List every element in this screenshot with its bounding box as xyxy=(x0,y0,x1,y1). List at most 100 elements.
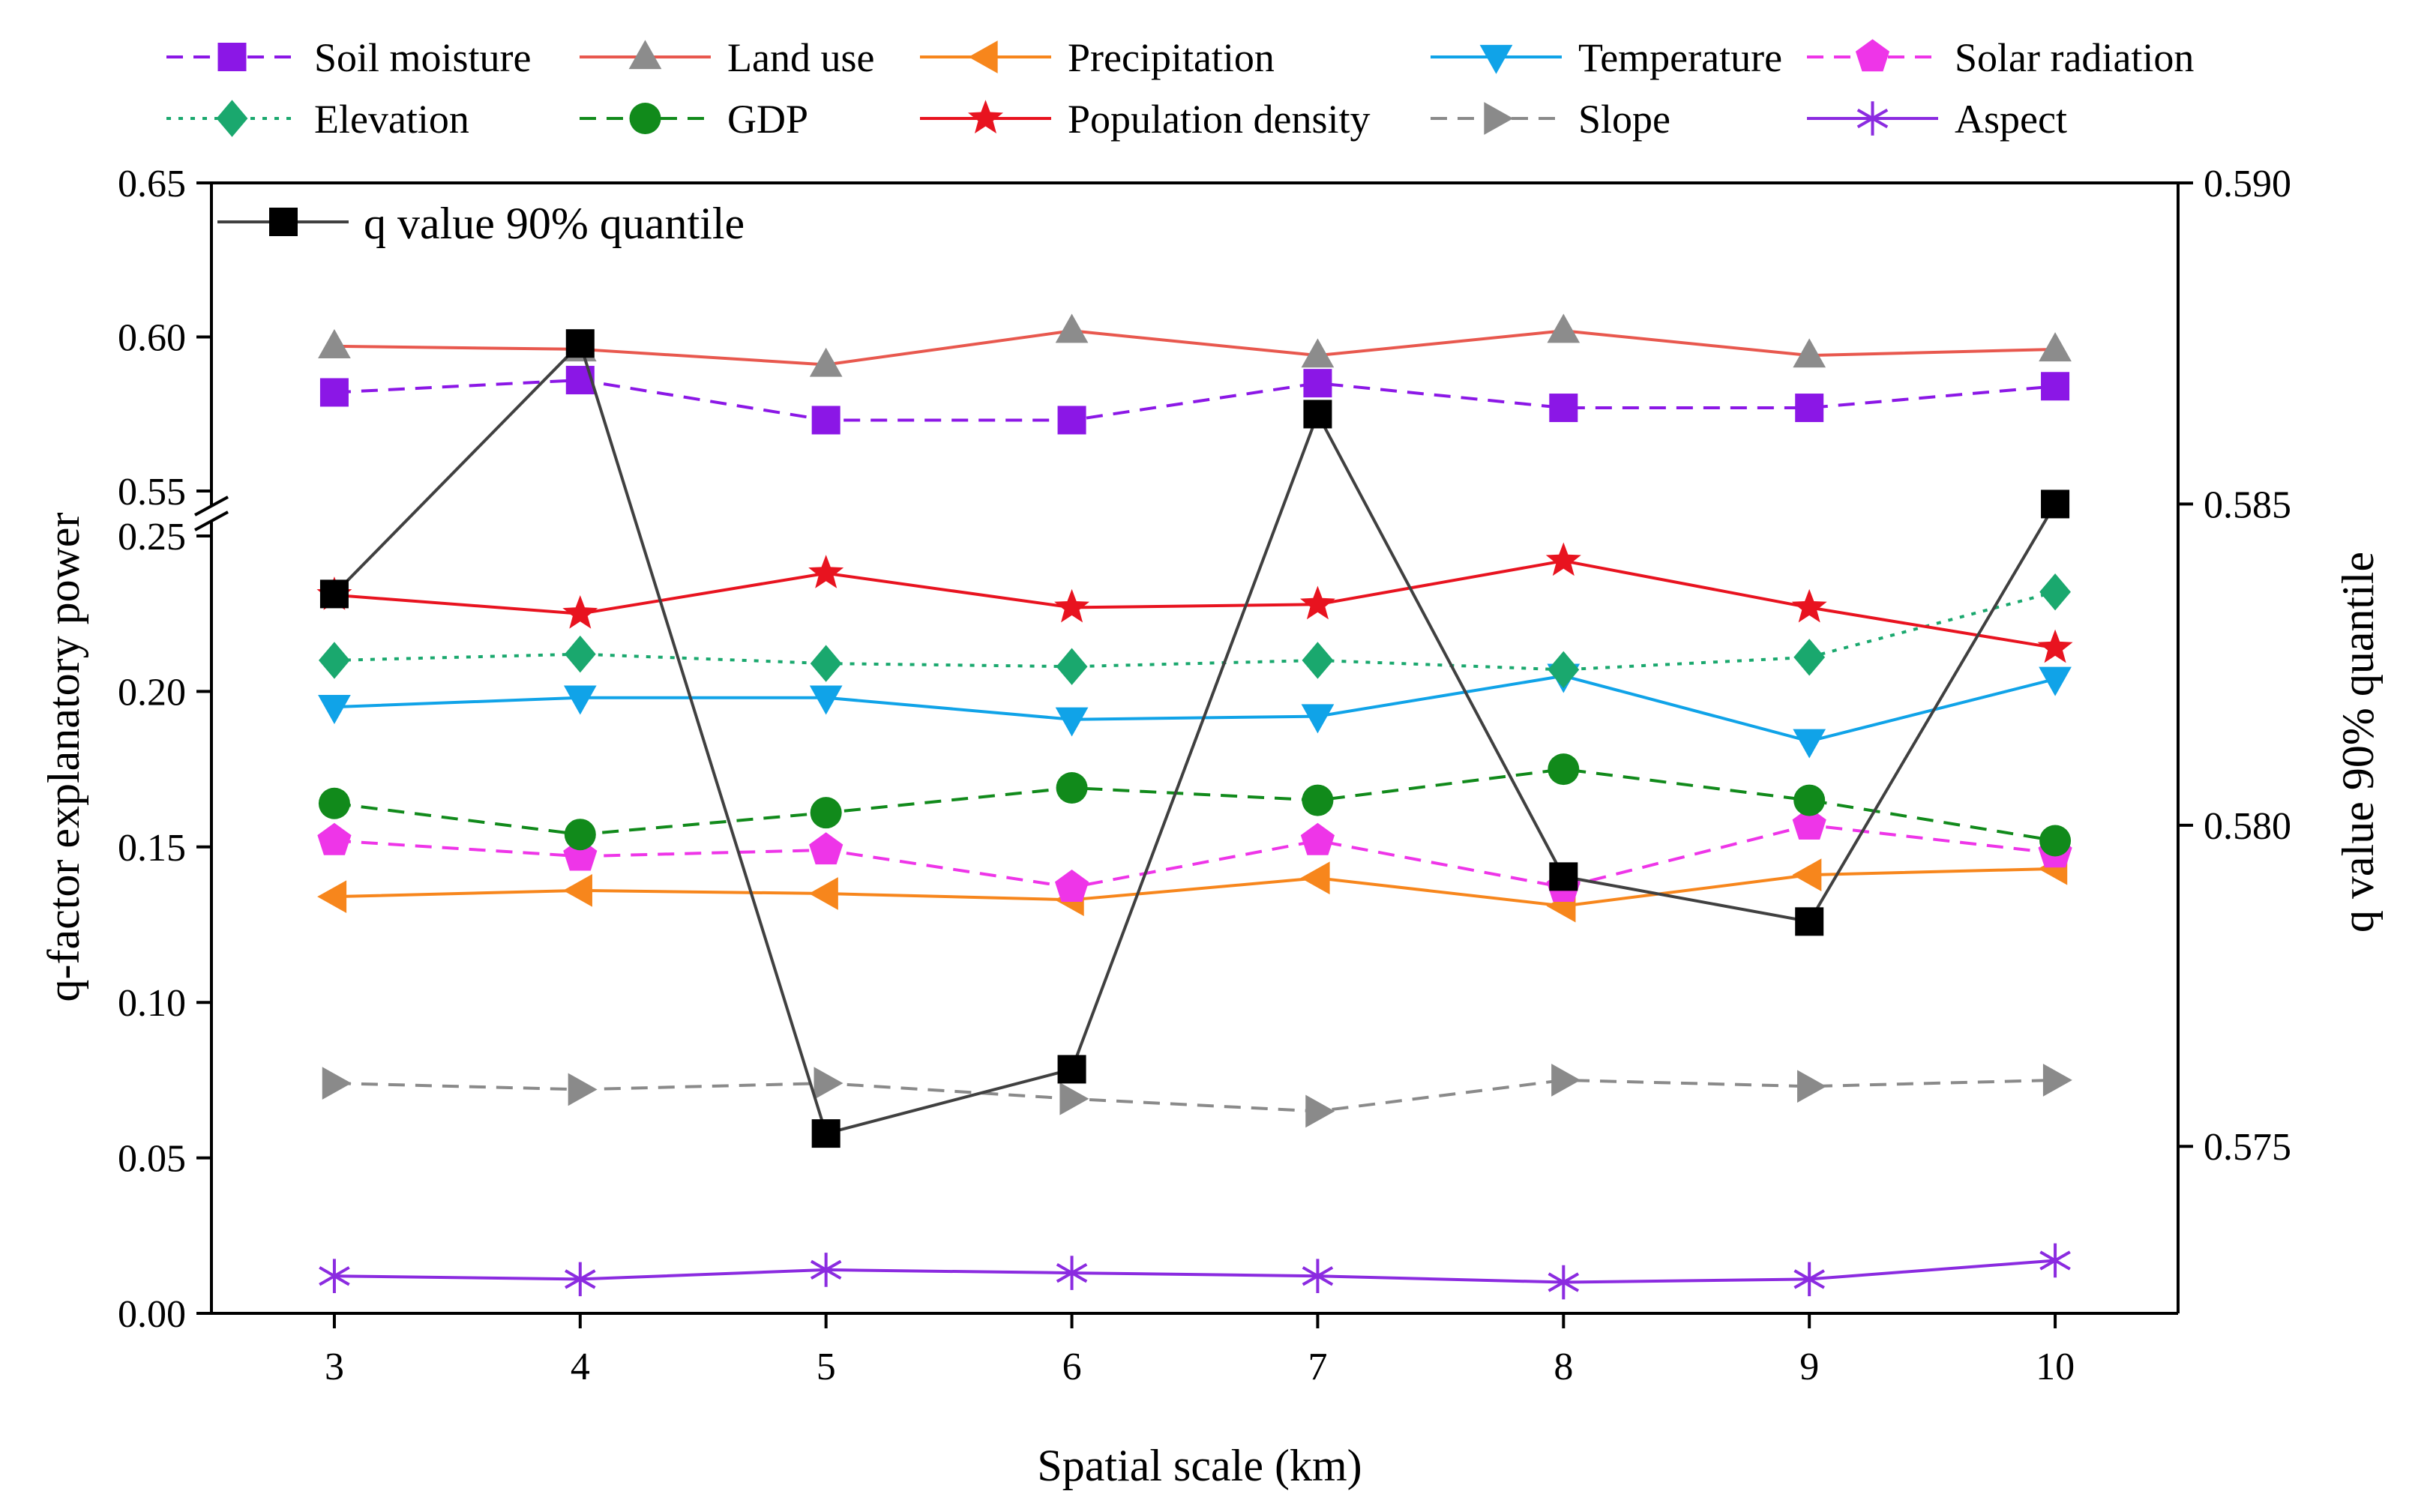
data-point-land-use-6 xyxy=(1055,313,1089,343)
series-line-temperature xyxy=(334,674,2056,743)
legend-item-aspect: Aspect xyxy=(1807,97,2067,142)
data-point-temperature-4 xyxy=(563,685,597,715)
legend-label-aspect: Aspect xyxy=(1955,97,2067,142)
data-point-soil-moisture-7 xyxy=(1303,369,1332,398)
data-point-precipitation-9 xyxy=(1792,858,1822,891)
ticks-layer: 3 4 5 6 7 8 9 10 0.00 0.05 0.10 0.15 0.20 0.250.55 0.6… xyxy=(118,163,2291,1388)
x-tick-label-6: 6 xyxy=(1062,1346,1082,1388)
series-soil-moisture xyxy=(319,366,2070,435)
x-tick-label-3: 3 xyxy=(325,1346,344,1388)
legend-marker-population-density xyxy=(968,100,1003,133)
legend-label-elevation: Elevation xyxy=(314,97,469,142)
legend-item-population-density: Population density xyxy=(920,97,1371,142)
data-point-gdp-6 xyxy=(1056,771,1088,804)
y-right-tick-label-0.585: 0.585 xyxy=(2204,484,2291,526)
legend-item-precipitation: Precipitation xyxy=(920,35,1275,80)
legend-layer: Soil moisture Land use Precipitation Temper… xyxy=(166,35,2194,248)
legend-label-precipitation: Precipitation xyxy=(1068,35,1275,80)
data-point-solar-radiation-9 xyxy=(1792,807,1826,840)
data-point-slope-10 xyxy=(2042,1064,2072,1097)
legend-item-land-use: Land use xyxy=(580,35,874,80)
data-point-q-value-90-quantile-7 xyxy=(1303,400,1332,429)
y-left-tick-label-0.15: 0.15 xyxy=(118,827,186,870)
legend-label-slope: Slope xyxy=(1578,97,1670,142)
data-point-land-use-8 xyxy=(1547,313,1581,343)
legend-label-population-density: Population density xyxy=(1068,97,1371,142)
x-tick-label-9: 9 xyxy=(1799,1346,1819,1388)
data-point-solar-radiation-7 xyxy=(1300,822,1335,855)
legend-label-land-use: Land use xyxy=(727,35,874,80)
data-point-precipitation-5 xyxy=(808,877,838,910)
legend-marker-soil-moisture xyxy=(217,43,247,71)
y-right-tick-label-0.590: 0.590 xyxy=(2204,163,2291,205)
axis-break-mark-lower xyxy=(194,510,229,531)
axes-layer xyxy=(194,181,2180,1315)
legend-item-slope: Slope xyxy=(1431,97,1670,142)
y-left-tick-label-0.25: 0.25 xyxy=(118,516,186,558)
data-point-q-value-90-quantile-4 xyxy=(565,329,595,358)
y-left-tick-label-0.10: 0.10 xyxy=(118,982,186,1025)
data-point-land-use-7 xyxy=(1301,338,1335,368)
legend-item-solar-radiation: Solar radiation xyxy=(1807,35,2194,80)
x-tick-label-10: 10 xyxy=(2036,1346,2075,1388)
y-left-tick-label-0.00: 0.00 xyxy=(118,1293,186,1336)
data-point-population-density-8 xyxy=(1545,542,1581,576)
y-left-tick-label-0.60: 0.60 xyxy=(118,317,186,360)
data-point-elevation-9 xyxy=(1793,639,1826,676)
series-gdp xyxy=(318,753,2072,857)
data-point-q-value-90-quantile-10 xyxy=(2041,490,2070,519)
data-point-precipitation-7 xyxy=(1300,861,1330,895)
series-q-value-90-quantile xyxy=(319,329,2070,1148)
legend-item-temperature: Temperature xyxy=(1431,35,1782,80)
data-point-aspect-10 xyxy=(2039,1243,2071,1278)
data-point-aspect-8 xyxy=(1548,1265,1580,1300)
x-tick-label-8: 8 xyxy=(1554,1346,1573,1388)
data-point-soil-moisture-6 xyxy=(1057,406,1086,435)
data-point-aspect-4 xyxy=(565,1262,596,1297)
data-point-slope-6 xyxy=(1059,1082,1089,1115)
legend-marker-elevation xyxy=(216,100,248,137)
data-point-gdp-9 xyxy=(1793,784,1826,816)
x-tick-label-4: 4 xyxy=(571,1346,590,1388)
series-line-population-density xyxy=(334,559,2056,650)
legend-marker-temperature xyxy=(1479,44,1513,74)
data-point-soil-moisture-5 xyxy=(811,406,840,435)
data-point-elevation-4 xyxy=(564,635,596,673)
data-point-temperature-5 xyxy=(809,685,843,715)
legend-label-gdp: GDP xyxy=(727,97,808,142)
series-line-land-use xyxy=(334,329,2056,367)
series-line-q-value-90-quantile xyxy=(333,342,2057,1136)
y-axis-title-right: q value 90% quantile xyxy=(2333,552,2383,933)
data-point-slope-5 xyxy=(813,1067,843,1100)
series-line-aspect xyxy=(334,1259,2056,1284)
data-point-gdp-10 xyxy=(2039,825,2072,857)
data-point-slope-3 xyxy=(322,1067,352,1100)
legend-label-soil-moisture: Soil moisture xyxy=(314,35,532,80)
data-point-soil-moisture-10 xyxy=(2041,372,2070,401)
data-point-solar-radiation-3 xyxy=(317,822,352,855)
series-line-soil-moisture xyxy=(334,379,2056,422)
legend-marker-solar-radiation xyxy=(1855,39,1890,72)
data-point-q-value-90-quantile-5 xyxy=(811,1119,840,1148)
data-point-elevation-10 xyxy=(2039,573,2071,611)
y-right-tick-label-0.580: 0.580 xyxy=(2204,805,2291,848)
data-point-temperature-6 xyxy=(1055,707,1089,737)
data-point-aspect-6 xyxy=(1056,1256,1088,1290)
data-point-elevation-6 xyxy=(1056,648,1088,685)
legend-item-gdp: GDP xyxy=(580,97,808,142)
y-left-tick-label-0.05: 0.05 xyxy=(118,1138,186,1181)
legend-marker-slope xyxy=(1484,102,1514,135)
data-point-precipitation-3 xyxy=(317,880,347,914)
y-left-tick-label-0.65: 0.65 xyxy=(118,163,186,205)
data-point-elevation-5 xyxy=(810,645,842,682)
data-point-elevation-7 xyxy=(1302,642,1334,679)
legend-marker-land-use xyxy=(628,40,662,70)
data-point-elevation-8 xyxy=(1548,651,1580,689)
y-left-tick-label-0.20: 0.20 xyxy=(118,671,186,714)
data-point-temperature-7 xyxy=(1301,704,1335,734)
data-point-slope-8 xyxy=(1551,1064,1581,1097)
legend-marker-aspect xyxy=(1856,101,1889,136)
